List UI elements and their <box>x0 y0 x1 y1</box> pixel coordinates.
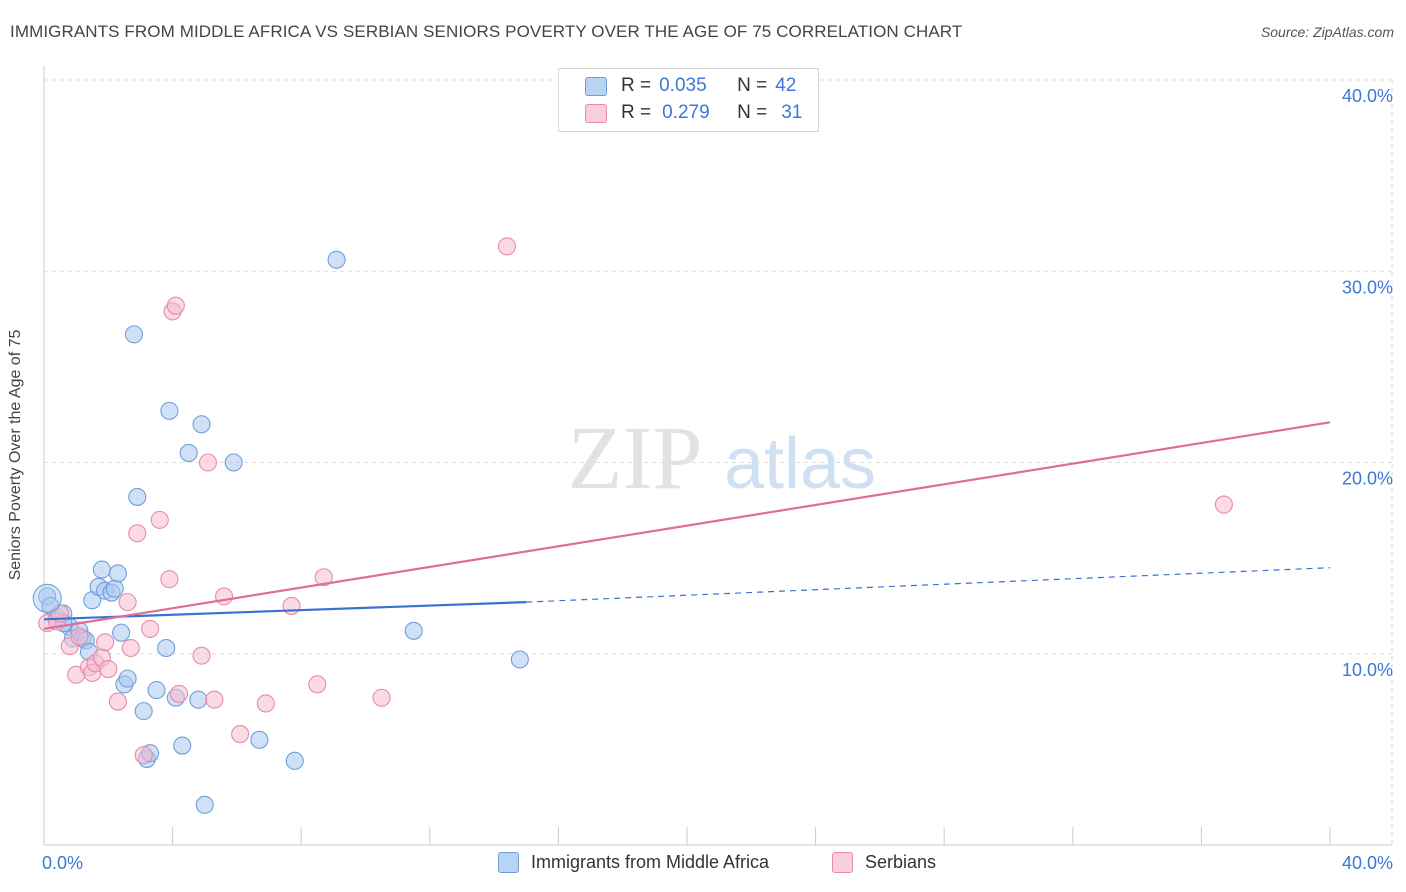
legend-n-label: N = <box>737 75 768 96</box>
tick-labels: 10.0% 20.0% 30.0% 40.0% 0.0% 40.0% <box>42 86 1393 873</box>
pink-point <box>96 633 115 652</box>
blue-point <box>108 564 127 583</box>
pink-point <box>128 524 147 543</box>
pink-point <box>70 627 89 646</box>
pink-point <box>205 690 224 709</box>
y-tick-label: 10.0% <box>1342 660 1393 680</box>
series-label-pink: Serbians <box>865 852 937 872</box>
pink-point <box>308 675 327 694</box>
pink-point <box>141 619 160 638</box>
blue-point <box>224 453 243 472</box>
pink-point <box>256 694 275 713</box>
series-legend-blue: Immigrants from Middle Africa <box>498 852 769 873</box>
pink-point <box>192 646 211 665</box>
blue-point <box>510 650 529 669</box>
data-points <box>32 237 1233 814</box>
legend-swatch-pink <box>585 103 607 123</box>
blue-point <box>173 736 192 755</box>
blue-point <box>160 401 179 420</box>
correlation-legend: R = 0.035 N = 42 R = 0.279 N = 31 <box>558 68 819 132</box>
blue-point <box>92 560 111 579</box>
y-tick-label: 40.0% <box>1342 86 1393 106</box>
pink-point <box>108 692 127 711</box>
pink-point <box>314 568 333 587</box>
blue-trend-extension <box>526 567 1331 603</box>
pink-point <box>160 570 179 589</box>
watermark: ZIP atlas <box>568 409 877 508</box>
pink-point <box>1214 495 1233 514</box>
blue-point <box>189 690 208 709</box>
pink-point <box>118 593 137 612</box>
blue-point <box>179 443 198 462</box>
watermark-atlas: atlas <box>724 424 876 504</box>
legend-n-value: 42 <box>775 75 797 96</box>
pink-point <box>166 296 185 315</box>
y-tick-label: 30.0% <box>1342 277 1393 297</box>
pink-point <box>99 659 118 679</box>
blue-point <box>134 702 153 721</box>
blue-point <box>112 623 131 642</box>
pink-point <box>372 688 391 707</box>
blue-point <box>404 621 423 640</box>
blue-point <box>327 250 346 269</box>
legend-r-value: 0.279 <box>662 102 710 123</box>
pink-point <box>198 453 218 472</box>
pink-point <box>497 237 517 256</box>
series-swatch-blue <box>498 852 519 873</box>
pink-point <box>282 596 301 615</box>
series-swatch-pink <box>832 852 853 873</box>
watermark-zip: ZIP <box>568 409 703 508</box>
blue-point <box>285 751 304 770</box>
blue-point <box>250 730 269 749</box>
blue-point <box>147 681 166 700</box>
legend-row-blue: R = 0.035 N = 42 <box>585 75 796 97</box>
axes <box>43 66 1392 846</box>
blue-point <box>124 325 144 344</box>
pink-point <box>214 587 234 606</box>
legend-r-value: 0.035 <box>659 75 707 96</box>
blue-point <box>195 795 214 814</box>
source-credit: Source: ZipAtlas.com <box>1260 24 1394 40</box>
blue-point <box>105 579 124 598</box>
pink-point <box>134 746 153 765</box>
legend-row-pink: R = 0.279 N = 31 <box>585 102 802 124</box>
pink-point <box>121 638 140 658</box>
pink-point <box>231 725 250 744</box>
series-label-blue: Immigrants from Middle Africa <box>531 852 770 872</box>
x-tick-label: 40.0% <box>1342 853 1393 873</box>
blue-point <box>192 415 211 434</box>
legend-r-label: R = <box>621 75 652 96</box>
trend-lines <box>43 421 1331 630</box>
blue-point <box>118 669 137 688</box>
legend-r-label: R = <box>621 102 652 123</box>
legend-swatch-blue <box>585 76 607 96</box>
blue-point <box>32 583 62 613</box>
pink-point <box>150 510 169 529</box>
pink-trend-line <box>43 421 1331 630</box>
blue-point <box>157 638 176 658</box>
legend-n-value: 31 <box>781 102 803 123</box>
y-axis-label: Seniors Poverty Over the Age of 75 <box>7 329 24 581</box>
y-tick-label: 20.0% <box>1342 469 1393 489</box>
x-tick-label: 0.0% <box>42 853 83 873</box>
pink-point <box>169 684 189 703</box>
chart-title: IMMIGRANTS FROM MIDDLE AFRICA VS SERBIAN… <box>10 22 963 41</box>
blue-point <box>128 487 147 506</box>
series-legend-pink: Serbians <box>832 852 936 873</box>
legend-n-label: N = <box>737 102 768 123</box>
